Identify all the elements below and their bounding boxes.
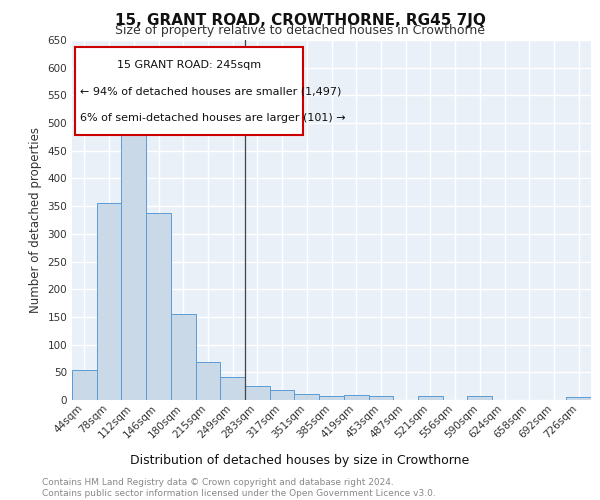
FancyBboxPatch shape — [74, 47, 303, 136]
Bar — [368, 396, 393, 400]
Bar — [566, 396, 591, 400]
Y-axis label: Number of detached properties: Number of detached properties — [29, 127, 42, 313]
Text: 15 GRANT ROAD: 245sqm: 15 GRANT ROAD: 245sqm — [117, 60, 261, 70]
Bar — [319, 396, 344, 400]
Bar — [344, 395, 368, 400]
Bar — [72, 370, 97, 400]
Bar — [245, 386, 270, 400]
Text: 6% of semi-detached houses are larger (101) →: 6% of semi-detached houses are larger (1… — [80, 113, 346, 123]
Bar — [97, 204, 121, 400]
Bar — [121, 101, 146, 400]
Text: ← 94% of detached houses are smaller (1,497): ← 94% of detached houses are smaller (1,… — [80, 86, 341, 97]
Text: Contains HM Land Registry data © Crown copyright and database right 2024.
Contai: Contains HM Land Registry data © Crown c… — [42, 478, 436, 498]
Bar — [270, 390, 295, 400]
Text: 15, GRANT ROAD, CROWTHORNE, RG45 7JQ: 15, GRANT ROAD, CROWTHORNE, RG45 7JQ — [115, 12, 485, 28]
Bar — [220, 376, 245, 400]
Bar — [196, 362, 220, 400]
Bar — [146, 214, 171, 400]
Bar — [467, 396, 492, 400]
Bar — [171, 314, 196, 400]
Text: Distribution of detached houses by size in Crowthorne: Distribution of detached houses by size … — [130, 454, 470, 467]
Bar — [295, 394, 319, 400]
Text: Size of property relative to detached houses in Crowthorne: Size of property relative to detached ho… — [115, 24, 485, 37]
Bar — [418, 396, 443, 400]
